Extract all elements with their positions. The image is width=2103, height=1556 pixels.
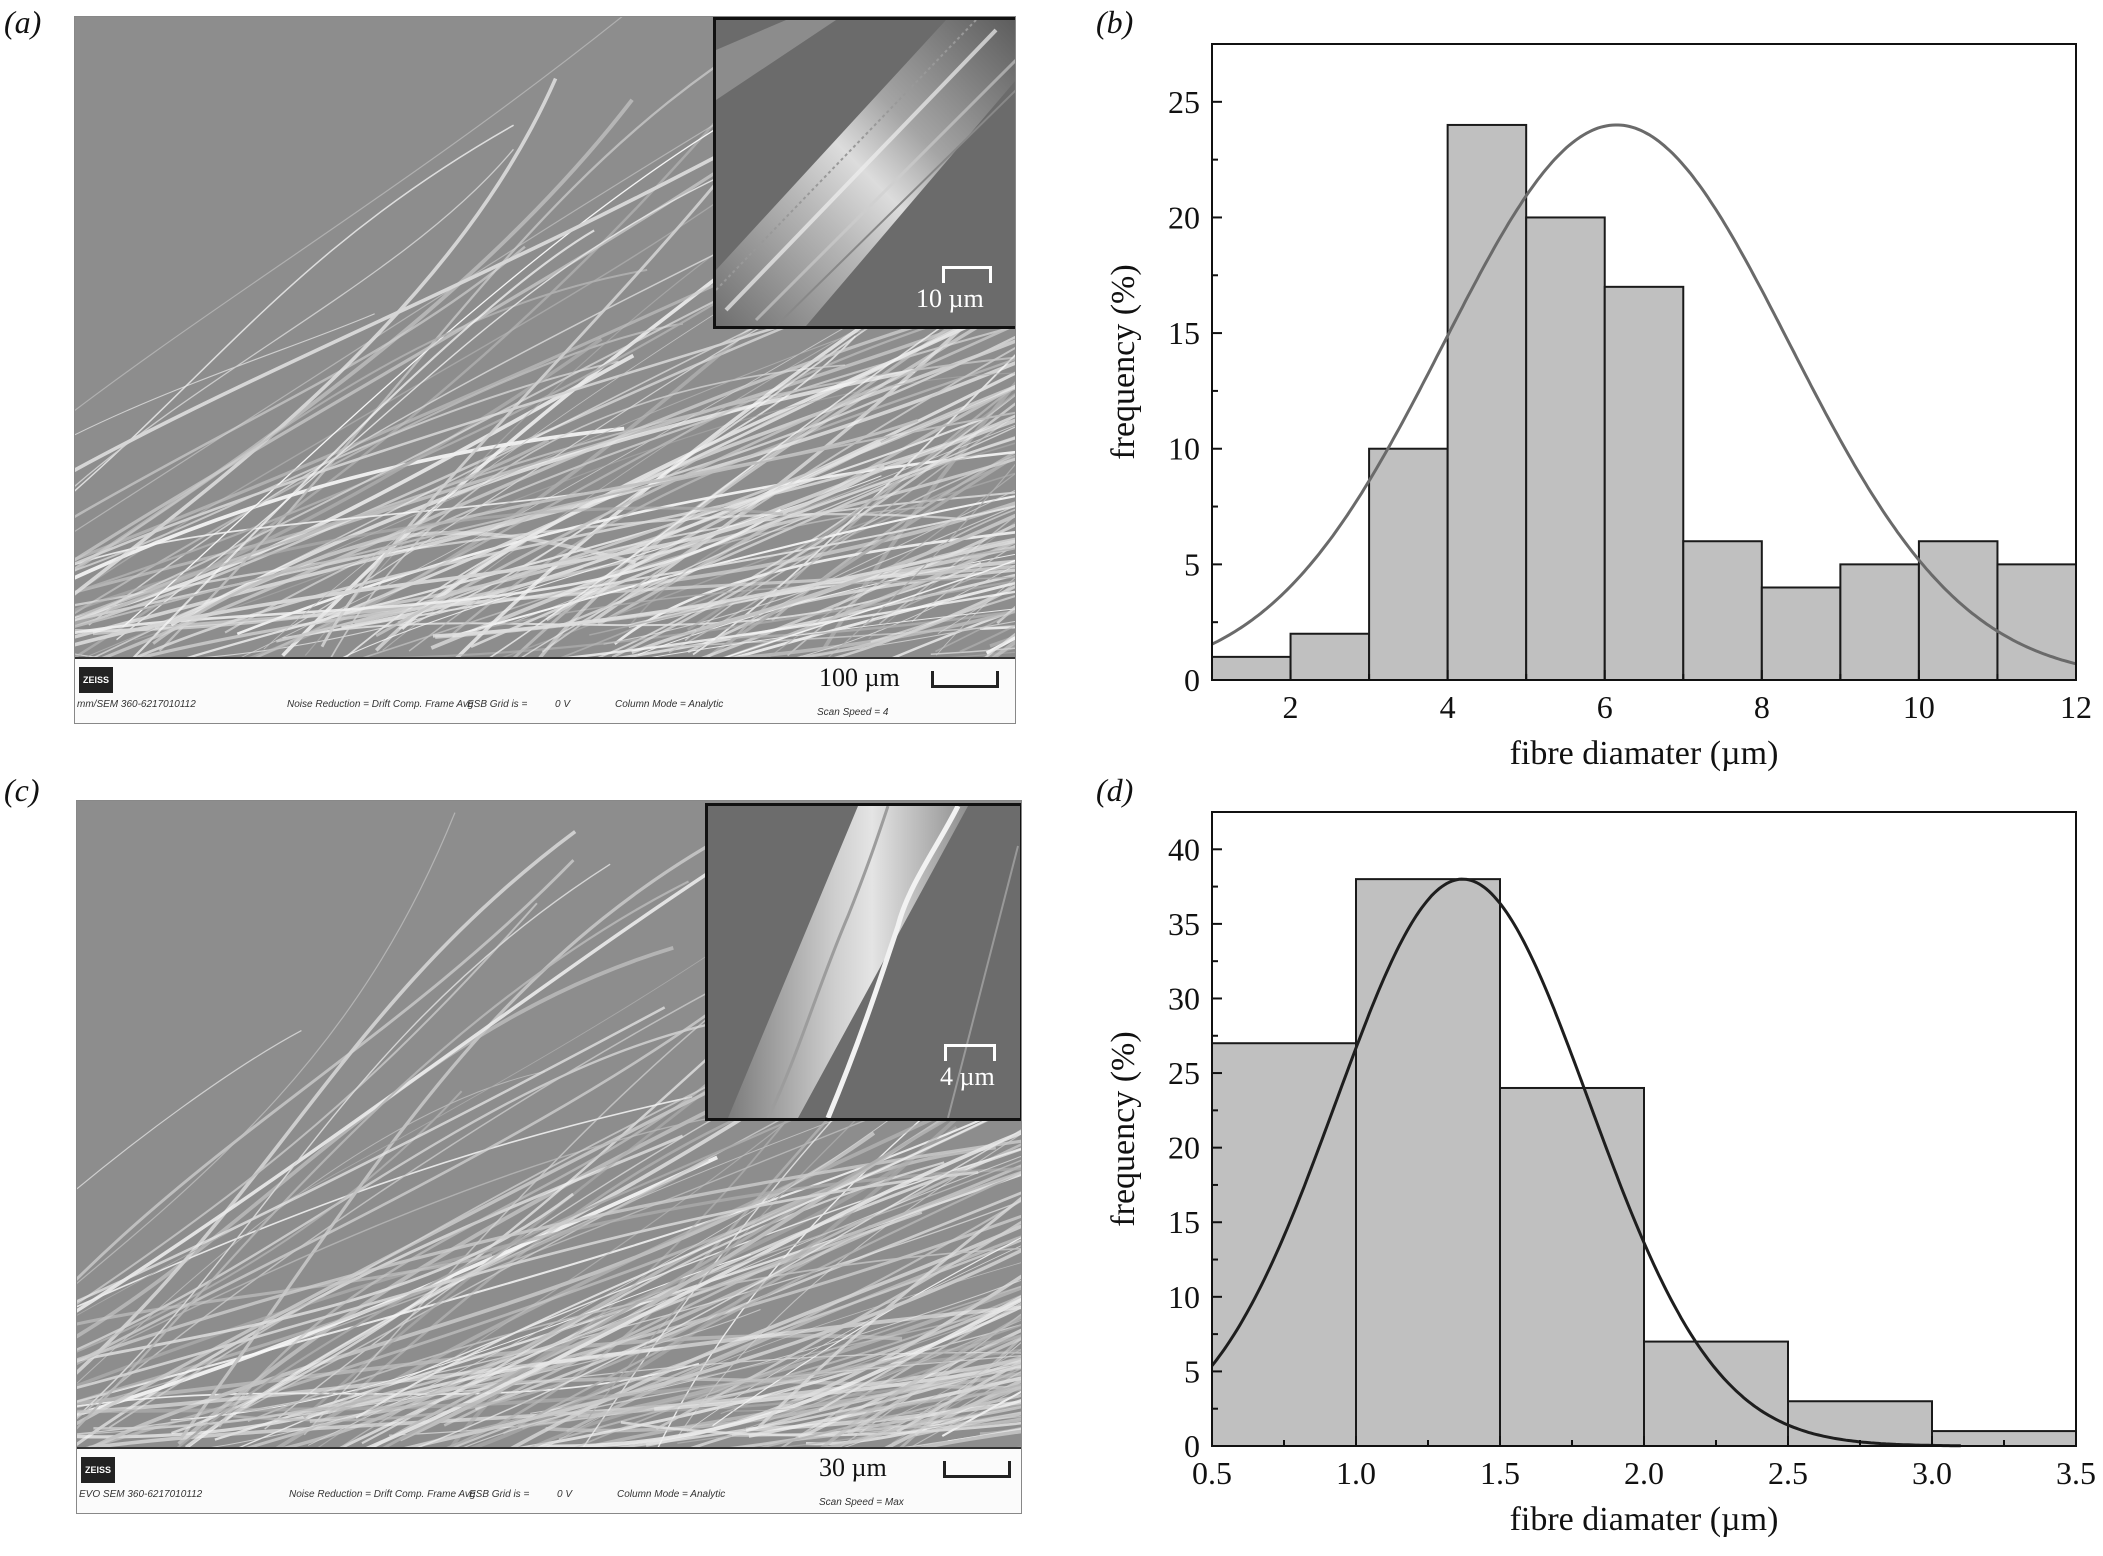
scan-speed: Scan Speed = 4 — [817, 707, 889, 718]
gaussian-fit-curve — [1211, 123, 2077, 666]
y-tick-label: 30 — [1168, 980, 1200, 1016]
y-tick-label: 10 — [1168, 431, 1200, 467]
scale-bar-label-a: 100 µm — [819, 663, 900, 692]
x-tick-label: 10 — [1903, 689, 1935, 725]
histogram-bar — [1446, 123, 1528, 682]
histogram-bar — [1917, 540, 1999, 681]
device-id: EVO SEM 360-6217010112 — [79, 1489, 203, 1500]
histogram-bar — [1996, 563, 2077, 682]
histogram-d: 0.5 1.0 1.5 2.0 2.5 3.0 3.5 0 5 10 15 20 25 30 35 40 fib… — [1105, 811, 2096, 1538]
histogram-bar — [1499, 1086, 1645, 1447]
x-tick-label: 8 — [1754, 689, 1770, 725]
histogram-bar — [1211, 655, 1292, 682]
histogram-bar — [1643, 1340, 1789, 1448]
device-id: mm/SEM 360-6217010112 — [77, 699, 196, 710]
scan-speed: Scan Speed = Max — [819, 1497, 904, 1508]
x-tick-label: 12 — [2060, 689, 2092, 725]
y-tick-label: 20 — [1168, 199, 1200, 235]
grid-value: 0 V — [555, 699, 571, 710]
scale-bar-a — [931, 671, 999, 688]
y-tick-label: 15 — [1168, 1204, 1200, 1240]
x-tick-label: 2.5 — [1768, 1455, 1808, 1491]
scale-bar-label-c: 30 µm — [819, 1453, 887, 1482]
grid-setting: ESB Grid is = — [467, 699, 528, 710]
histogram-bar — [1760, 586, 1842, 681]
sem-databar-a: ZEISS mm/SEM 360-6217010112 Noise Reduct… — [75, 657, 1015, 723]
inset-scale-bar-a — [942, 266, 992, 283]
histogram-bar — [1787, 1400, 1933, 1448]
column-mode: Column Mode = Analytic — [615, 699, 724, 710]
x-tick-label: 6 — [1597, 689, 1613, 725]
gaussian-fit-curve — [1210, 877, 1961, 1448]
panel-letter-d: (d) — [1096, 772, 1134, 808]
x-tick-label: 3.0 — [1912, 1455, 1952, 1491]
x-tick-label: 0.5 — [1192, 1455, 1232, 1491]
x-tick-label: 4 — [1440, 689, 1456, 725]
grid-value: 0 V — [557, 1489, 573, 1500]
y-tick-label: 25 — [1168, 1055, 1200, 1091]
x-axis-label: fibre diamater (µm) — [1510, 1501, 1779, 1538]
panel-letter-b: (b) — [1096, 4, 1134, 40]
zeiss-logo: ZEISS — [81, 1457, 115, 1483]
histogram-bar — [1603, 285, 1685, 681]
x-tick-label: 1.5 — [1480, 1455, 1520, 1491]
histogram-bar — [1839, 563, 1920, 682]
noise-reduction: Noise Reduction = Drift Comp. Frame Avg — [289, 1489, 476, 1500]
y-tick-label: 10 — [1168, 1279, 1200, 1315]
y-axis-label: frequency (%) — [1105, 1031, 1142, 1226]
x-tick-label: 3.5 — [2056, 1455, 2096, 1491]
x-axis-label: fibre diamater (µm) — [1510, 735, 1779, 772]
inset-scale-bar-c — [944, 1044, 996, 1061]
x-tick-label: 1.0 — [1336, 1455, 1376, 1491]
scale-bar-c — [943, 1461, 1011, 1478]
sem-databar-c: ZEISS EVO SEM 360-6217010112 Noise Reduc… — [77, 1447, 1021, 1513]
grid-setting: ESB Grid is = — [469, 1489, 530, 1500]
histogram-b: 2 4 6 8 10 12 0 5 10 15 20 25 fibre diamater (µm) fre… — [1105, 43, 2092, 772]
inset-scale-label-a: 10 µm — [916, 284, 984, 313]
histogram-bar — [1289, 632, 1371, 682]
inset-image-c: 4 µm — [705, 803, 1021, 1121]
sem-image-c: 4 µm ZEISS EVO SEM 360-6217010112 Noise … — [76, 800, 1022, 1514]
x-tick-label: 2 — [1283, 689, 1299, 725]
column-mode: Column Mode = Analytic — [617, 1489, 726, 1500]
y-tick-label: 40 — [1168, 831, 1200, 867]
histogram-bar — [1525, 216, 1606, 681]
fibre-closeup-texture — [708, 806, 1020, 1118]
x-tick-label: 2.0 — [1624, 1455, 1664, 1491]
y-tick-label: 25 — [1168, 84, 1200, 120]
histogram-bar — [1355, 878, 1501, 1448]
fibre-closeup-texture — [716, 20, 1015, 326]
y-tick-label: 20 — [1168, 1130, 1200, 1166]
noise-reduction: Noise Reduction = Drift Comp. Frame Avg — [287, 699, 474, 710]
y-tick-label: 5 — [1184, 546, 1200, 582]
panel-letter-c: (c) — [4, 772, 40, 808]
panel-letter-a: (a) — [4, 4, 42, 40]
inset-image-a: 10 µm — [713, 17, 1015, 329]
sem-image-a: 10 µm ZEISS mm/SEM 360-6217010112 Noise … — [74, 16, 1016, 724]
histogram-bar — [1682, 540, 1763, 681]
y-tick-label: 15 — [1168, 315, 1200, 351]
y-tick-label: 0 — [1184, 662, 1200, 698]
plot-frame — [1211, 43, 2077, 681]
y-axis-label: frequency (%) — [1105, 264, 1142, 459]
y-tick-label: 5 — [1184, 1353, 1200, 1389]
inset-scale-label-c: 4 µm — [940, 1062, 995, 1091]
zeiss-logo: ZEISS — [79, 667, 113, 693]
y-tick-label: 35 — [1168, 906, 1200, 942]
y-tick-label: 0 — [1184, 1428, 1200, 1464]
histogram-bar — [1368, 447, 1449, 681]
